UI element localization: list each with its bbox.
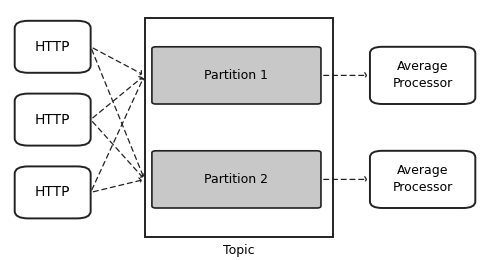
- Bar: [145, 18, 333, 237]
- Text: HTTP: HTTP: [35, 185, 71, 199]
- Text: Partition 1: Partition 1: [204, 69, 269, 82]
- Text: HTTP: HTTP: [35, 113, 71, 127]
- Text: Topic: Topic: [223, 244, 255, 257]
- FancyBboxPatch shape: [15, 166, 91, 218]
- FancyBboxPatch shape: [15, 21, 91, 73]
- Text: HTTP: HTTP: [35, 40, 71, 54]
- Text: Average
Processor: Average Processor: [392, 164, 453, 194]
- FancyBboxPatch shape: [15, 94, 91, 146]
- FancyBboxPatch shape: [370, 151, 475, 208]
- FancyBboxPatch shape: [152, 151, 321, 208]
- FancyBboxPatch shape: [152, 47, 321, 104]
- Text: Average
Processor: Average Processor: [392, 60, 453, 90]
- Text: Partition 2: Partition 2: [204, 173, 269, 186]
- FancyBboxPatch shape: [370, 47, 475, 104]
